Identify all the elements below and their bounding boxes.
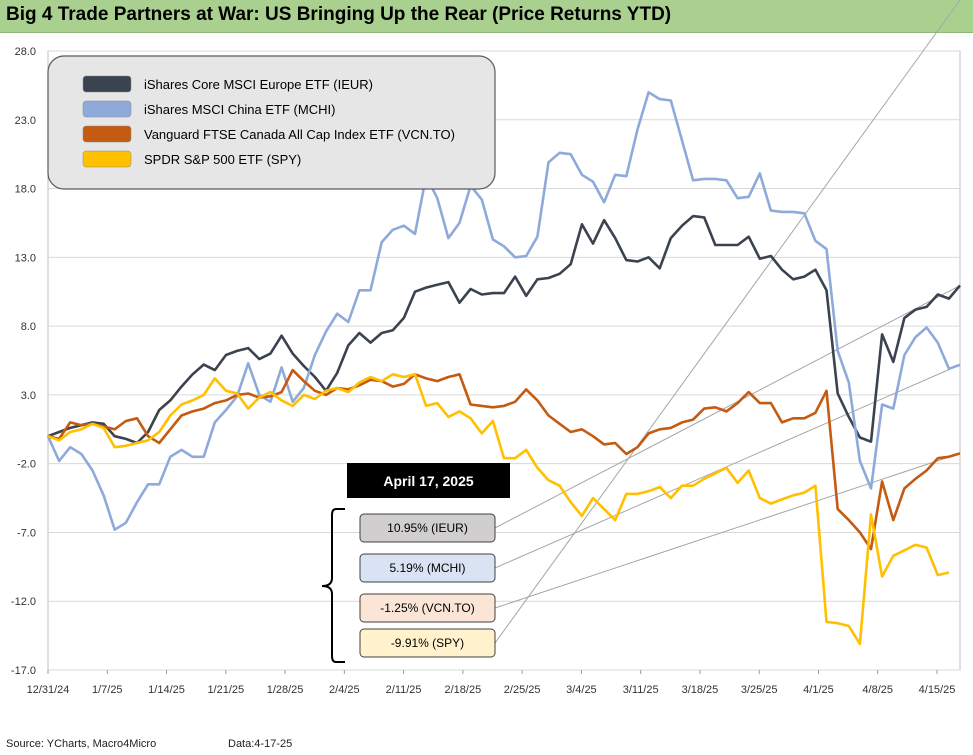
legend-swatch-1 xyxy=(82,75,132,93)
callout-boxes: April 17, 2025 10.95% (IEUR) 5.19% (MCHI) -… xyxy=(321,463,510,663)
y-tick-label: 3.0 xyxy=(21,390,36,402)
y-tick-label: 13.0 xyxy=(15,252,36,264)
series-line-4 xyxy=(47,372,950,646)
callout-label-2: 5.19% (MCHI) xyxy=(389,561,465,575)
leader-line-3 xyxy=(494,452,961,609)
footer-date: Data:4-17-25 xyxy=(228,738,293,750)
series-line-3 xyxy=(47,368,961,551)
legend-label-3: Vanguard FTSE Canada All Cap Index ETF (… xyxy=(144,127,455,142)
legend-swatch-2 xyxy=(82,100,132,118)
y-tick-label: 23.0 xyxy=(15,115,36,127)
y-tick-label: -7.0 xyxy=(17,527,36,539)
date-box xyxy=(347,463,510,498)
x-tick-label: 3/18/25 xyxy=(682,684,719,696)
title-bar: Big 4 Trade Partners at War: US Bringing… xyxy=(0,0,973,33)
x-tick-label: 1/28/25 xyxy=(267,684,304,696)
x-tick-label: 2/25/25 xyxy=(504,684,541,696)
x-tick-label: 2/18/25 xyxy=(445,684,482,696)
callout-box-4 xyxy=(359,628,496,658)
x-axis-ticks: 12/31/24 1/7/25 1/14/25 1/21/25 1/28/25 2/4/2… xyxy=(27,670,956,696)
x-tick-label: 4/8/25 xyxy=(862,684,893,696)
y-tick-label: -2.0 xyxy=(17,459,36,471)
y-tick-label: 28.0 xyxy=(15,46,36,58)
series-line-2 xyxy=(46,91,961,532)
y-tick-label: -12.0 xyxy=(11,596,36,608)
callout-box-2 xyxy=(359,553,496,583)
legend-swatch-3 xyxy=(82,125,132,143)
footer-source: Source: YCharts, Macro4Micro xyxy=(6,738,157,750)
chart-title: Big 4 Trade Partners at War: US Bringing… xyxy=(6,4,672,25)
leader-line-2 xyxy=(494,364,961,569)
series-lines xyxy=(46,91,961,646)
x-tick-label: 3/4/25 xyxy=(566,684,597,696)
leader-line-4 xyxy=(494,0,961,644)
series-line-1 xyxy=(47,214,961,445)
leader-line-1 xyxy=(494,285,961,529)
legend-label-2: iShares MSCI China ETF (MCHI) xyxy=(144,102,335,117)
legend-swatch-4 xyxy=(82,150,132,168)
x-tick-label: 4/15/25 xyxy=(919,684,956,696)
callout-brace xyxy=(321,508,345,663)
x-tick-label: 3/11/25 xyxy=(623,684,659,696)
callout-box-3 xyxy=(359,593,496,623)
y-tick-label: -17.0 xyxy=(11,665,36,677)
callout-label-1: 10.95% (IEUR) xyxy=(387,521,468,535)
legend-label-1: iShares Core MSCI Europe ETF (IEUR) xyxy=(144,77,373,92)
y-tick-label: 8.0 xyxy=(21,321,36,333)
callout-box-1 xyxy=(359,513,496,543)
x-tick-label: 1/21/25 xyxy=(207,684,244,696)
callout-label-3: -1.25% (VCN.TO) xyxy=(380,601,474,615)
x-tick-label: 1/14/25 xyxy=(148,684,185,696)
x-tick-label: 1/7/25 xyxy=(92,684,123,696)
y-tick-label: 18.0 xyxy=(15,184,36,196)
callout-label-4: -9.91% (SPY) xyxy=(391,636,464,650)
x-tick-label: 4/1/25 xyxy=(803,684,834,696)
legend-label-4: SPDR S&P 500 ETF (SPY) xyxy=(144,152,301,167)
date-box-label: April 17, 2025 xyxy=(383,473,473,489)
x-tick-label: 12/31/24 xyxy=(27,684,70,696)
x-tick-label: 3/25/25 xyxy=(741,684,778,696)
legend-box xyxy=(47,55,496,190)
y-axis-ticks: 28.0 23.0 18.0 13.0 8.0 3.0 -2.0 -7.0 -12.0 -17.0 xyxy=(11,46,36,677)
callout-leader-lines xyxy=(494,0,961,644)
x-tick-label: 2/11/25 xyxy=(386,684,422,696)
legend: iShares Core MSCI Europe ETF (IEUR) iShar… xyxy=(47,55,496,190)
x-tick-label: 2/4/25 xyxy=(329,684,360,696)
